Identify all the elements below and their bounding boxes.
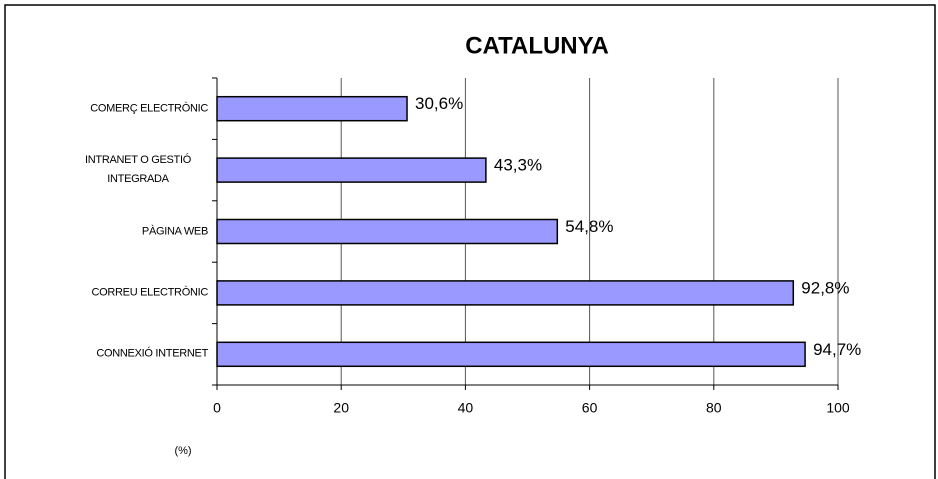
x-tick-label: 80: [706, 400, 722, 416]
y-tick-label: CONNEXIÓ INTERNET: [96, 347, 208, 360]
x-tick-label: 60: [582, 400, 598, 416]
x-axis-label: (%): [174, 445, 191, 457]
x-tick-label: 40: [458, 400, 474, 416]
x-tick-label: 0: [213, 400, 221, 416]
bar: [216, 280, 795, 306]
value-label: 54,8%: [565, 217, 613, 236]
y-tick-label: INTRANET O GESTIÓ INTEGRADA: [85, 154, 191, 186]
x-tick-label: 20: [333, 400, 349, 416]
frame: [4, 4, 936, 479]
x-tick-label: 100: [826, 400, 850, 416]
bar: [216, 95, 408, 122]
y-tick-label: PÀGINA WEB: [141, 225, 208, 237]
bar: [216, 341, 806, 368]
y-tick-label: CORREU ELECTRÒNIC: [91, 286, 208, 299]
bar: [216, 157, 487, 183]
chart-title: CATALUNYA: [465, 32, 609, 59]
value-label: 92,8%: [801, 278, 849, 297]
bar: [216, 218, 559, 245]
value-label: 94,7%: [813, 340, 861, 359]
value-label: 43,3%: [494, 156, 542, 175]
y-tick-label: COMERÇ ELECTRÒNIC: [90, 102, 208, 115]
value-label: 30,6%: [415, 94, 463, 113]
